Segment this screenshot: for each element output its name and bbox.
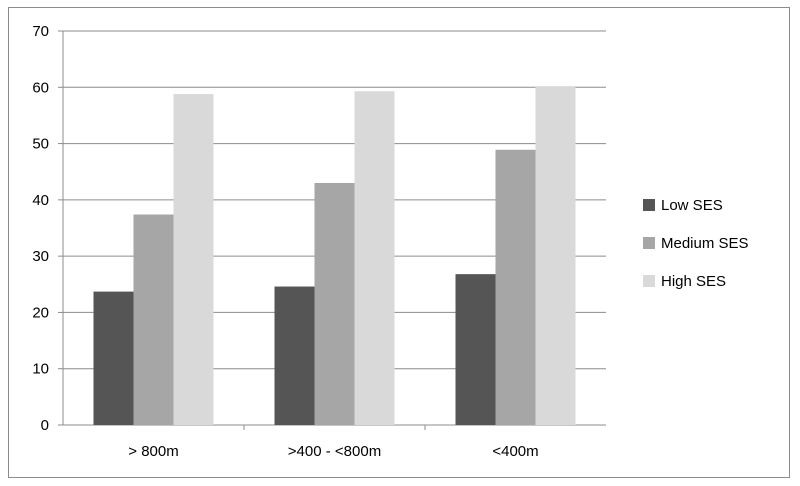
y-tick-label: 70 [32, 23, 49, 40]
bar-medium-ses-2 [314, 182, 355, 425]
bar-low-ses-3 [455, 274, 496, 425]
x-category-label: >400 - <800m [288, 443, 381, 460]
y-tick-label: 0 [41, 417, 49, 434]
legend: Low SES Medium SES High SES [643, 197, 749, 290]
bar-low-ses-2 [274, 286, 315, 425]
x-category-label: <400m [492, 443, 538, 460]
bar-medium-ses-1 [133, 214, 174, 425]
bar-high-ses-2 [354, 91, 395, 426]
y-tick-label: 20 [32, 304, 49, 321]
legend-label-low-ses: Low SES [661, 197, 723, 214]
y-tick-label: 50 [32, 136, 49, 153]
y-tick-label: 10 [32, 361, 49, 378]
bars [93, 86, 576, 426]
x-category-labels: > 800m >400 - <800m <400m [128, 443, 538, 460]
y-tick-label: 40 [32, 192, 49, 209]
y-tick-labels: 0 10 20 30 40 50 60 70 [32, 23, 49, 434]
legend-swatch-high-ses [643, 275, 655, 287]
legend-swatch-medium-ses [643, 237, 655, 249]
legend-label-high-ses: High SES [661, 273, 726, 290]
y-tick-label: 30 [32, 248, 49, 265]
bar-high-ses-1 [173, 94, 214, 425]
bar-medium-ses-3 [495, 149, 536, 425]
bar-high-ses-3 [535, 86, 576, 425]
legend-swatch-low-ses [643, 199, 655, 211]
bar-low-ses-1 [93, 291, 134, 425]
x-category-label: > 800m [128, 443, 178, 460]
legend-label-medium-ses: Medium SES [661, 235, 749, 252]
y-tick-label: 60 [32, 79, 49, 96]
